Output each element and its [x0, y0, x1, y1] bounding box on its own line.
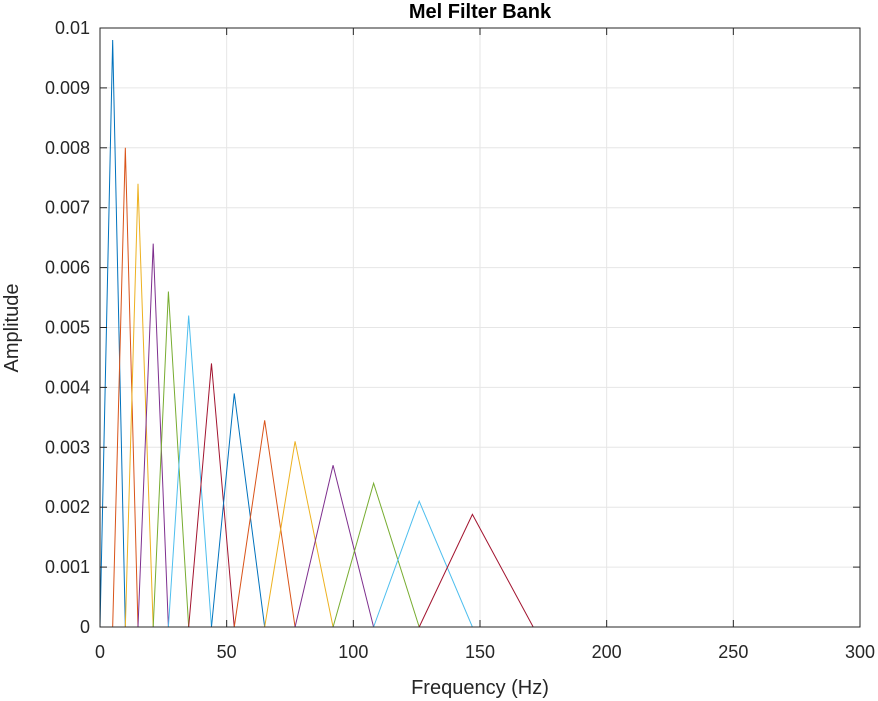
x-tick-label: 300	[845, 642, 875, 662]
tick-marks	[99, 27, 861, 628]
y-tick-label: 0.01	[55, 18, 90, 38]
x-tick-labels: 0 50 100 150 200 250 300	[95, 642, 875, 662]
y-tick-label: 0.008	[45, 138, 90, 158]
y-tick-label: 0.003	[45, 437, 90, 457]
x-tick-label: 150	[465, 642, 495, 662]
y-tick-label: 0.004	[45, 377, 90, 397]
filter-13-line	[373, 499, 860, 628]
y-tick-label: 0.005	[45, 318, 90, 338]
y-tick-labels: 0 0.001 0.002 0.003 0.004 0.005 0.006 0.007 0.00…	[45, 18, 90, 637]
filter-11-line	[294, 465, 860, 628]
x-tick-label: 100	[338, 642, 368, 662]
filter-12-line	[332, 481, 860, 628]
y-tick-label: 0.009	[45, 78, 90, 98]
y-tick-label: 0.001	[45, 557, 90, 577]
filter-9-line	[233, 420, 860, 628]
x-axis-label: Frequency (Hz)	[411, 677, 549, 699]
grid	[99, 27, 861, 628]
filter-4-line	[137, 243, 860, 628]
y-tick-label: 0.006	[45, 258, 90, 278]
x-tick-label: 0	[95, 642, 105, 662]
filter-10-line	[264, 441, 860, 628]
y-tick-label: 0.002	[45, 497, 90, 517]
filter-14-line	[418, 513, 860, 628]
y-tick-label: 0.007	[45, 198, 90, 218]
y-axis-label: Amplitude	[1, 284, 23, 373]
x-tick-label: 250	[718, 642, 748, 662]
x-tick-label: 50	[217, 642, 237, 662]
y-tick-label: 0	[80, 617, 90, 637]
chart-title: Mel Filter Bank	[409, 1, 552, 23]
x-tick-label: 200	[592, 642, 622, 662]
